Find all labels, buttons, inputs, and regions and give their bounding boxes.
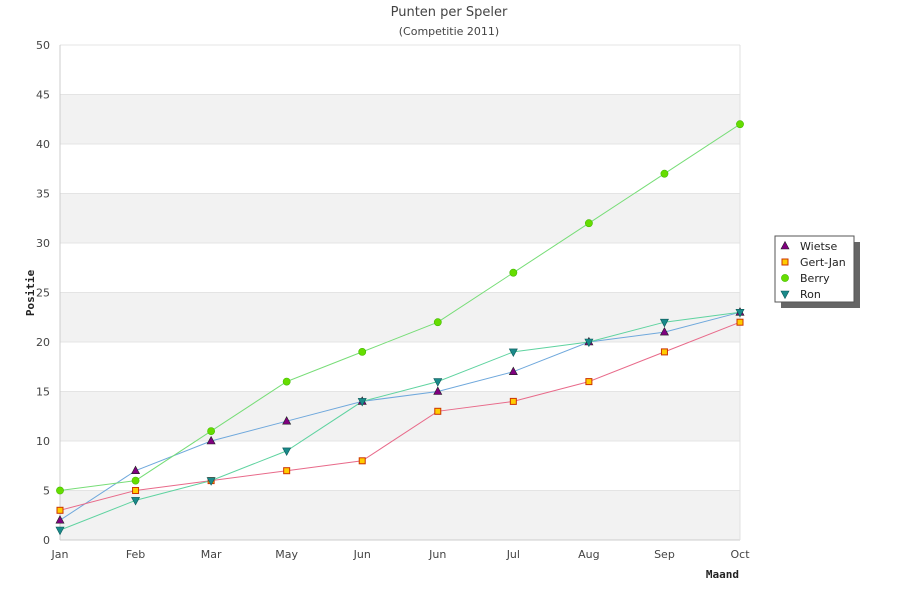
data-point-ron [584, 338, 594, 348]
data-point-gert-jan [358, 457, 366, 465]
data-point-gert-jan [283, 467, 291, 475]
data-point-gert-jan [509, 397, 517, 405]
data-point-gert-jan [434, 407, 442, 415]
data-point-gert-jan [736, 318, 744, 326]
data-point-gert-jan [660, 348, 668, 356]
x-tick-label: Feb [126, 548, 145, 561]
series-lines [59, 123, 741, 531]
legend-item-gert-jan: Gert-Jan [781, 256, 846, 269]
data-point-ron [508, 348, 518, 358]
legend-items: Wietse Gert-Jan Berry Ron [780, 240, 846, 301]
data-point-wietse [508, 366, 518, 376]
y-tick-label: 40 [36, 138, 50, 151]
data-point-ron [735, 308, 745, 318]
data-point-ron [131, 497, 141, 506]
legend-marker-wietse [780, 240, 790, 250]
grid-band [60, 45, 740, 95]
grid-band [60, 391, 740, 441]
x-tick-label: Jun [428, 548, 446, 561]
legend: Wietse Gert-Jan Berry Ron [774, 235, 860, 308]
data-point-wietse [433, 386, 443, 395]
data-point-berry [509, 268, 518, 277]
data-point-gert-jan [585, 378, 593, 386]
data-point-berry [207, 427, 216, 435]
data-point-berry [358, 347, 367, 356]
y-tick-label: 10 [36, 435, 50, 448]
y-tick-label: 50 [36, 39, 50, 52]
data-point-wietse [55, 515, 65, 524]
chart-title: Punten per Speler [391, 5, 508, 20]
x-tick-label: Oct [730, 548, 750, 561]
data-point-wietse [659, 326, 669, 336]
data-point-ron [282, 447, 292, 457]
x-axis-label: Maand [706, 568, 739, 581]
data-point-berry [736, 120, 744, 129]
plot-bands [60, 45, 740, 540]
data-point-berry [282, 377, 291, 386]
legend-item-wietse: Wietse [780, 240, 838, 253]
y-tick-label: 15 [36, 386, 50, 399]
series-line-berry [59, 123, 741, 491]
series-line-gert-jan [59, 321, 741, 511]
y-tick-label: 45 [36, 89, 50, 102]
x-tick-label: Sep [654, 548, 675, 561]
legend-marker-gert-jan [781, 258, 789, 266]
y-tick-label: 35 [36, 188, 50, 201]
y-tick-label: 0 [43, 534, 50, 547]
data-point-wietse [206, 435, 216, 445]
series-markers [55, 120, 745, 536]
y-tick-label: 5 [43, 485, 50, 498]
y-tick-label: 30 [36, 237, 50, 250]
data-point-berry [56, 486, 64, 495]
y-tick-label: 25 [36, 287, 50, 300]
x-tick-label: Jul [506, 548, 520, 561]
y-axis-label: Positie [24, 269, 37, 316]
data-point-ron [55, 526, 65, 536]
legend-label: Gert-Jan [800, 256, 846, 269]
y-axis-ticks: 0 5 10 15 20 25 30 35 40 45 50 [36, 39, 50, 547]
grid-band [60, 144, 740, 194]
grid-band [60, 243, 740, 293]
chart-subtitle: (Competitie 2011) [399, 25, 499, 38]
data-point-gert-jan [132, 487, 140, 494]
y-tick-label: 20 [36, 336, 50, 349]
legend-label: Ron [800, 288, 821, 301]
data-point-ron [659, 318, 669, 328]
grid-band [60, 441, 740, 491]
legend-label: Berry [800, 272, 830, 285]
data-point-berry [433, 318, 442, 327]
legend-marker-berry [781, 274, 789, 282]
x-tick-label: Mar [201, 548, 222, 561]
legend-label: Wietse [800, 240, 838, 253]
data-point-berry [660, 169, 669, 178]
data-point-ron [433, 378, 443, 387]
data-point-wietse [282, 416, 292, 425]
grid-band [60, 490, 740, 540]
grid-band [60, 342, 740, 392]
data-point-ron [206, 477, 216, 486]
data-point-wietse [131, 465, 141, 475]
grid-band [60, 292, 740, 342]
x-tick-label: May [275, 548, 298, 561]
legend-item-berry: Berry [781, 272, 830, 285]
x-axis-ticks: Jan Feb Mar May Jun Jun Jul Aug Sep Oct [51, 548, 751, 561]
grid-band [60, 94, 740, 144]
x-tick-label: Jun [353, 548, 371, 561]
data-point-berry [584, 219, 593, 228]
data-point-berry [131, 476, 140, 485]
data-point-gert-jan [56, 506, 64, 514]
series-line-ron [59, 311, 741, 531]
data-point-ron [357, 398, 367, 407]
x-tick-label: Jan [51, 548, 69, 561]
legend-marker-ron [780, 290, 790, 300]
grid-band [60, 193, 740, 243]
legend-item-ron: Ron [780, 288, 821, 301]
x-tick-label: Aug [578, 548, 599, 561]
